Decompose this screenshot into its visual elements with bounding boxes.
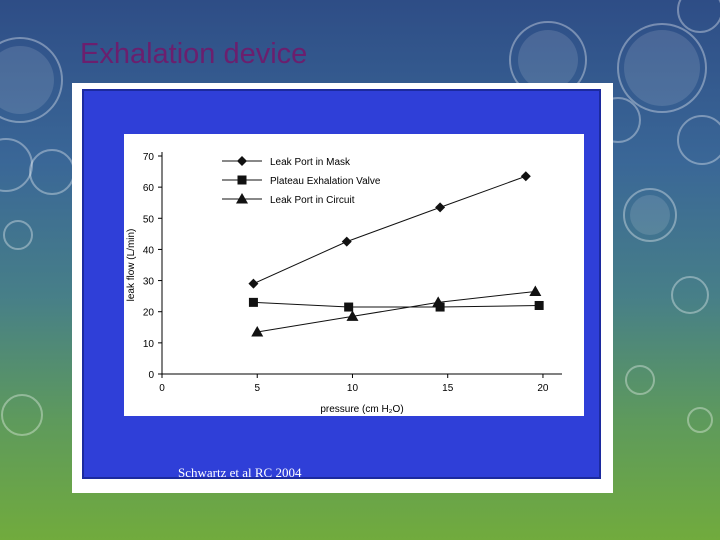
y-tick-label: 30 <box>143 277 155 288</box>
series-line <box>253 301 540 308</box>
x-tick-label: 5 <box>254 383 260 394</box>
figure-frame: 0 10 20 30 40 50 60 70 0 5 10 15 20 pressure (cm H₂O)… <box>72 83 613 493</box>
data-point <box>520 171 531 182</box>
data-point <box>248 297 258 307</box>
x-axis-title: pressure (cm H₂O) <box>320 404 403 415</box>
data-point <box>251 325 264 337</box>
legend-marker <box>236 193 248 204</box>
y-tick-label: 60 <box>143 183 155 194</box>
legend-entry: Plateau Exhalation Valve <box>222 175 381 187</box>
series-2 <box>248 297 544 312</box>
series-3 <box>251 285 542 337</box>
series-line <box>257 290 536 333</box>
data-point <box>529 285 542 296</box>
data-point <box>435 302 445 312</box>
slide-title: Exhalation device <box>80 38 308 70</box>
y-tick-label: 20 <box>143 308 155 319</box>
data-point <box>534 300 544 310</box>
data-point <box>248 278 259 289</box>
data-point <box>346 310 359 321</box>
data-point <box>432 296 445 307</box>
x-tick-label: 0 <box>159 383 165 394</box>
series-1 <box>248 171 531 289</box>
y-axis-title: leak flow (L/min) <box>126 229 137 302</box>
data-point <box>341 236 352 247</box>
chart-area: 0 10 20 30 40 50 60 70 0 5 10 15 20 pressure (cm H₂O)… <box>124 134 584 416</box>
y-tick-label: 10 <box>143 339 155 350</box>
legend-label: Plateau Exhalation Valve <box>270 176 381 187</box>
figure-panel: 0 10 20 30 40 50 60 70 0 5 10 15 20 pressure (cm H₂O)… <box>82 89 601 480</box>
y-tick-label: 40 <box>143 245 155 256</box>
x-tick-label: 10 <box>347 383 359 394</box>
series-line <box>253 175 526 285</box>
y-tick-label: 70 <box>143 152 155 163</box>
y-tick-label: 50 <box>143 214 155 225</box>
x-tick-label: 20 <box>537 383 549 394</box>
legend-marker <box>237 175 247 185</box>
figure-citation: Schwartz et al RC 2004 <box>178 465 302 480</box>
x-tick-label: 15 <box>442 383 454 394</box>
legend-marker <box>237 156 247 166</box>
legend-entry: Leak Port in Mask <box>222 156 351 168</box>
y-tick-label: 0 <box>148 370 154 381</box>
legend-entry: Leak Port in Circuit <box>222 193 355 206</box>
data-point <box>435 202 446 213</box>
data-point <box>344 302 354 312</box>
line-chart: 0 10 20 30 40 50 60 70 0 5 10 15 20 pressure (cm H₂O)… <box>126 152 562 415</box>
legend-label: Leak Port in Mask <box>270 157 351 168</box>
legend-label: Leak Port in Circuit <box>270 195 355 206</box>
